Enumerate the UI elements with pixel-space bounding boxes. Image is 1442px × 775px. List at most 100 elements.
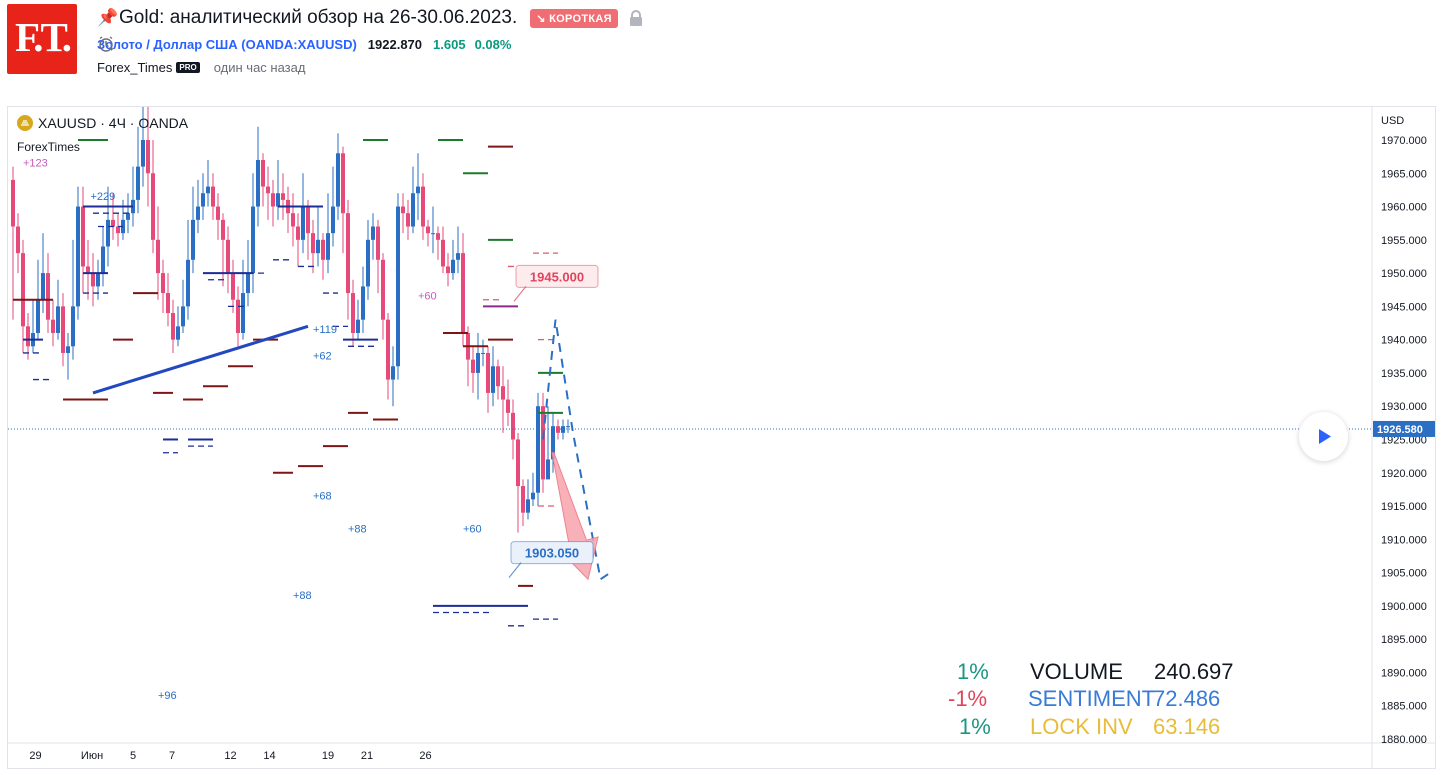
sentiment-value: 72.486 [1153,686,1221,711]
candle-body [171,313,175,340]
y-tick-label: 1935.000 [1381,368,1427,380]
candle-body [151,173,155,240]
candle-body [206,186,210,194]
candle-body [476,352,480,373]
axis-currency: USD [1381,115,1404,127]
candle-body [481,352,485,354]
x-tick-label: 29 [29,750,41,762]
short-badge: ↘ КОРОТКАЯ [530,8,618,28]
y-tick-label: 1930.000 [1381,401,1427,413]
candle-body [366,239,370,287]
candle-body [36,299,40,333]
candle-body [251,206,255,274]
lock-inv-pct: 1% [959,714,991,739]
candle-body [406,213,410,227]
logo-text: F.T. [14,14,72,60]
candle-body [306,206,310,234]
candle-body [556,426,560,433]
candle-body [526,499,530,513]
candle-body [186,259,190,307]
candle-body [291,213,295,227]
candle-body [21,253,25,327]
legend-symbol: XAUUSD · 4Ч · OANDA [38,115,189,131]
idea-title: Gold: аналитический обзор на 26-30.06.20… [119,7,518,28]
price-callout: 1945.000 [513,264,599,302]
candle-body [421,186,425,227]
pips-annotation: +68 [313,490,332,502]
pin-icon: 📌 [97,8,119,27]
candle-body [411,193,415,227]
candle-body [451,259,455,274]
candle-body [201,193,205,207]
candle-body [116,226,120,234]
author-name[interactable]: Forex_Times [97,60,173,75]
candle-body [176,326,180,340]
current-price: 1922.870 [367,36,423,52]
title-row: 📌 Gold: аналитический обзор на 26-30.06.… [97,5,643,31]
symbol-name-link[interactable]: Золото / Доллар США (OANDA:XAUUSD) [97,37,357,52]
chart-frame[interactable] [7,106,1436,769]
volume-pct: 1% [957,659,989,684]
symbol-code: (OANDA:XAUUSD) [241,36,357,52]
candle-body [66,346,70,353]
x-tick-label: 14 [263,750,275,762]
candle-body [211,186,215,207]
price-change-percent: 0.08% [474,36,512,52]
price-callout-pointer [513,286,527,302]
candle-body [266,186,270,194]
y-tick-label: 1900.000 [1381,601,1427,613]
candle-body [11,179,15,227]
symbol-row: Золото / Доллар США (OANDA:XAUUSD) 1922.… [97,35,541,53]
source-label: ForexTimes [17,140,80,154]
candle-body [396,206,400,367]
candle-body [356,319,360,333]
candle-body [46,273,50,320]
pro-badge: PRO [176,62,200,73]
candle-body [346,213,350,294]
pips-annotation: +96 [158,690,177,702]
play-button[interactable] [1299,412,1348,461]
pips-annotation: +62 [313,351,332,363]
candle-body [226,239,230,274]
candle-body [541,406,545,480]
candle-body [26,326,30,347]
x-tick-label: 19 [322,750,334,762]
candle-body [546,459,550,480]
candle-body [566,426,570,428]
y-tick-label: 1950.000 [1381,268,1427,280]
candle-body [76,206,80,307]
candle-body [516,439,520,487]
candle-body [271,193,275,207]
candle-body [386,319,390,380]
candle-body [486,352,490,393]
candle-body [326,233,330,260]
y-tick-label: 1910.000 [1381,534,1427,546]
price-callout-pointer [508,562,522,578]
candle-body [261,159,265,187]
forecast-dashed-path [542,319,612,581]
candle-body [426,226,430,234]
y-tick-label: 1960.000 [1381,202,1427,214]
candle-body [461,253,465,333]
candle-body [281,193,285,200]
candle-body [331,206,335,234]
candle-body [221,219,225,240]
candle-body [296,226,300,240]
volume-value: 240.697 [1154,659,1234,684]
price-callout: 1903.050 [508,541,594,578]
candle-body [191,219,195,260]
x-tick-label: 26 [419,750,431,762]
y-tick-label: 1890.000 [1381,667,1427,679]
candle-body [391,366,395,380]
lock-inv-value: 63.146 [1153,714,1221,739]
support-trendline [92,324,309,395]
candle-body [156,239,160,274]
lock-icon [629,10,643,26]
x-tick-label: 7 [169,750,175,762]
candle-body [56,306,60,333]
alarm-clock-icon[interactable] [99,35,541,53]
forex-times-logo[interactable]: F.T. [7,4,77,74]
candle-body [496,366,500,387]
y-tick-label: 1880.000 [1381,734,1427,746]
